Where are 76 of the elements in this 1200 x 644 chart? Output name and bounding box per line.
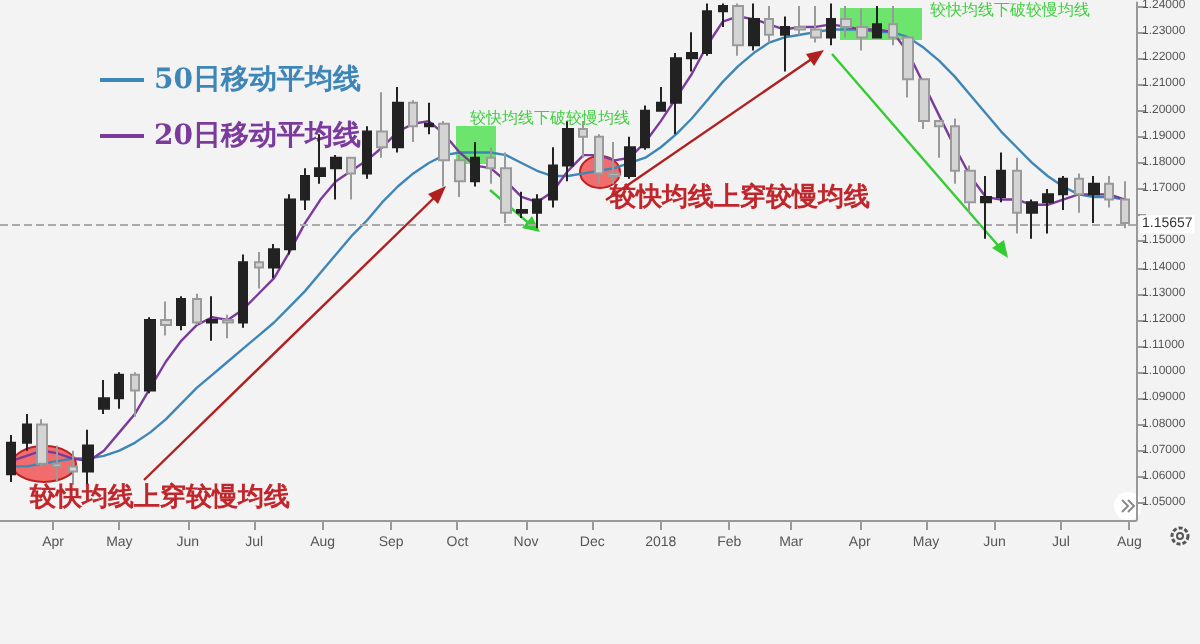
candlestick (22, 413, 32, 452)
candlestick (82, 428, 94, 486)
candlestick (996, 151, 1006, 204)
candlestick (144, 316, 156, 395)
candlestick (764, 5, 774, 44)
candlestick (438, 120, 450, 188)
candlestick (98, 379, 110, 416)
candlestick (918, 78, 930, 130)
candlestick (424, 101, 434, 136)
candlestick (500, 151, 512, 225)
candlestick (206, 295, 218, 342)
candlestick (6, 433, 16, 484)
candlestick (686, 31, 698, 73)
candlestick (732, 2, 744, 57)
candlestick (608, 141, 620, 185)
candlestick (376, 91, 388, 159)
candlestick (810, 5, 822, 44)
candlestick (1042, 188, 1054, 235)
candlestick (222, 313, 234, 340)
annotation: 较快均线上穿较慢均线 (608, 181, 870, 213)
candlestick (780, 15, 790, 73)
candlestick (856, 7, 868, 52)
candlestick (670, 52, 682, 136)
candlestick (330, 154, 342, 201)
candlestick (872, 5, 882, 39)
candlestick (160, 300, 172, 337)
candlestick (794, 5, 806, 36)
candlestick (192, 292, 202, 327)
candlestick (68, 449, 78, 486)
candlestick (486, 146, 496, 185)
candlestick (346, 156, 356, 201)
candlestick (980, 175, 992, 240)
candlestick (594, 133, 604, 185)
candlestick (392, 86, 404, 154)
candlestick (1012, 156, 1022, 235)
candlestick (964, 164, 976, 214)
candlestick (362, 125, 372, 180)
annotation: 较快均线下破较慢均线 (930, 1, 1090, 19)
candlestick (888, 5, 898, 47)
candlestick (516, 190, 528, 219)
candlestick (1026, 198, 1038, 240)
candlestick (114, 371, 124, 410)
candlestick (52, 444, 62, 484)
candlestick (284, 193, 296, 256)
candlestick (624, 135, 636, 180)
candlestick (548, 146, 558, 209)
annotation: 较快均线下破较慢均线 (470, 109, 630, 127)
candlestick (130, 371, 140, 418)
candlestick (748, 2, 760, 52)
candlestick (238, 253, 248, 329)
candlestick (656, 86, 666, 112)
candlestick (454, 154, 466, 198)
candlestick (718, 2, 728, 28)
candlestick (1074, 172, 1084, 214)
candlestick (840, 5, 852, 39)
candlestick (268, 243, 280, 280)
candlestick (408, 99, 418, 144)
legend-label: 50日移动平均线 (154, 64, 361, 96)
candlestick (1104, 175, 1114, 209)
candlestick (950, 117, 960, 185)
candlestick (702, 2, 712, 57)
candlestick (1120, 180, 1130, 230)
candlestick (470, 141, 480, 188)
candlestick (1088, 175, 1100, 225)
candlestick (640, 104, 650, 151)
legend-label: 20日移动平均线 (154, 120, 361, 152)
candlestick (826, 2, 836, 47)
candlestick (934, 120, 944, 159)
candlestick (1058, 175, 1068, 212)
candlestick (176, 295, 186, 332)
candlestick (902, 36, 914, 99)
candlestick (532, 193, 542, 230)
candlestick (36, 418, 48, 468)
candlestick (300, 167, 310, 212)
annotation: 较快均线上穿较慢均线 (28, 481, 290, 513)
candlestick (254, 250, 264, 290)
